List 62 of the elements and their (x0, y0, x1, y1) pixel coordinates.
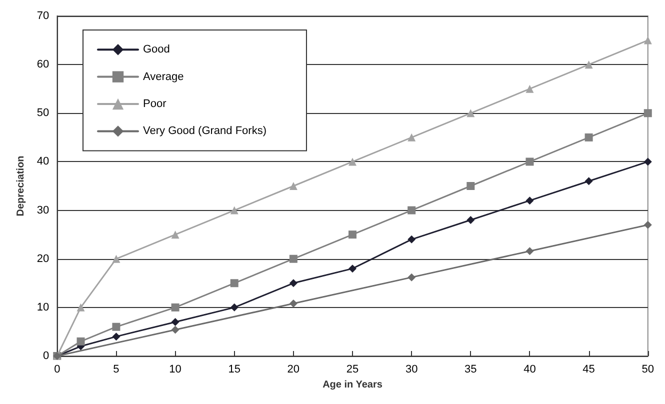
point (526, 84, 534, 93)
point (644, 158, 652, 166)
y-tick-label: 0 (43, 350, 50, 362)
x-tick-label: 5 (113, 364, 120, 376)
point (584, 60, 593, 69)
point (466, 109, 475, 118)
x-tick-label: 40 (524, 364, 536, 376)
point (408, 206, 416, 214)
point (526, 158, 534, 166)
point (466, 216, 475, 224)
point (348, 158, 357, 166)
point (408, 273, 416, 282)
point (289, 182, 298, 190)
y-axis-title: Depreciation (16, 156, 26, 216)
y-tick-label: 30 (36, 204, 50, 216)
point (289, 300, 298, 308)
x-tick-label: 0 (54, 364, 60, 376)
point (584, 177, 593, 186)
point (408, 133, 416, 142)
y-tick-label: 60 (36, 58, 50, 71)
x-axis-title: Age in Years (322, 380, 383, 390)
y-tick-label: 40 (36, 156, 50, 168)
point (76, 337, 85, 346)
x-tick-label: 20 (287, 364, 300, 376)
point (230, 279, 238, 288)
point (112, 322, 120, 331)
legend-label: Good (143, 44, 170, 56)
y-tick-label: 70 (36, 10, 50, 22)
y-tick-label: 50 (36, 107, 50, 120)
y-tick-label: 20 (36, 252, 50, 265)
x-tick-label: 25 (346, 364, 359, 376)
legend-label: Average (143, 70, 184, 83)
y-tick-label: 10 (36, 301, 50, 314)
point (644, 220, 652, 229)
point (112, 332, 120, 341)
x-tick-label: 50 (642, 364, 654, 376)
point (584, 133, 593, 142)
point (644, 109, 652, 118)
x-tick-label: 30 (405, 364, 418, 376)
point (408, 235, 416, 244)
legend-label: Poor (143, 98, 167, 110)
point (644, 36, 652, 44)
point (526, 196, 534, 205)
x-tick-label: 10 (169, 364, 182, 376)
point (171, 303, 180, 312)
point (171, 326, 180, 334)
point (289, 254, 298, 263)
point (171, 230, 180, 239)
point (466, 182, 475, 190)
x-tick-label: 45 (582, 364, 595, 376)
point (348, 264, 357, 273)
point (230, 206, 238, 214)
point (171, 318, 180, 326)
point (230, 303, 238, 312)
x-tick-label: 35 (464, 364, 477, 376)
x-tick-label: 15 (228, 364, 240, 376)
legend-label: Very Good (Grand Forks) (143, 125, 266, 138)
point (112, 254, 120, 263)
point (289, 279, 298, 288)
point (526, 247, 534, 256)
point (76, 303, 85, 312)
point (348, 230, 357, 239)
